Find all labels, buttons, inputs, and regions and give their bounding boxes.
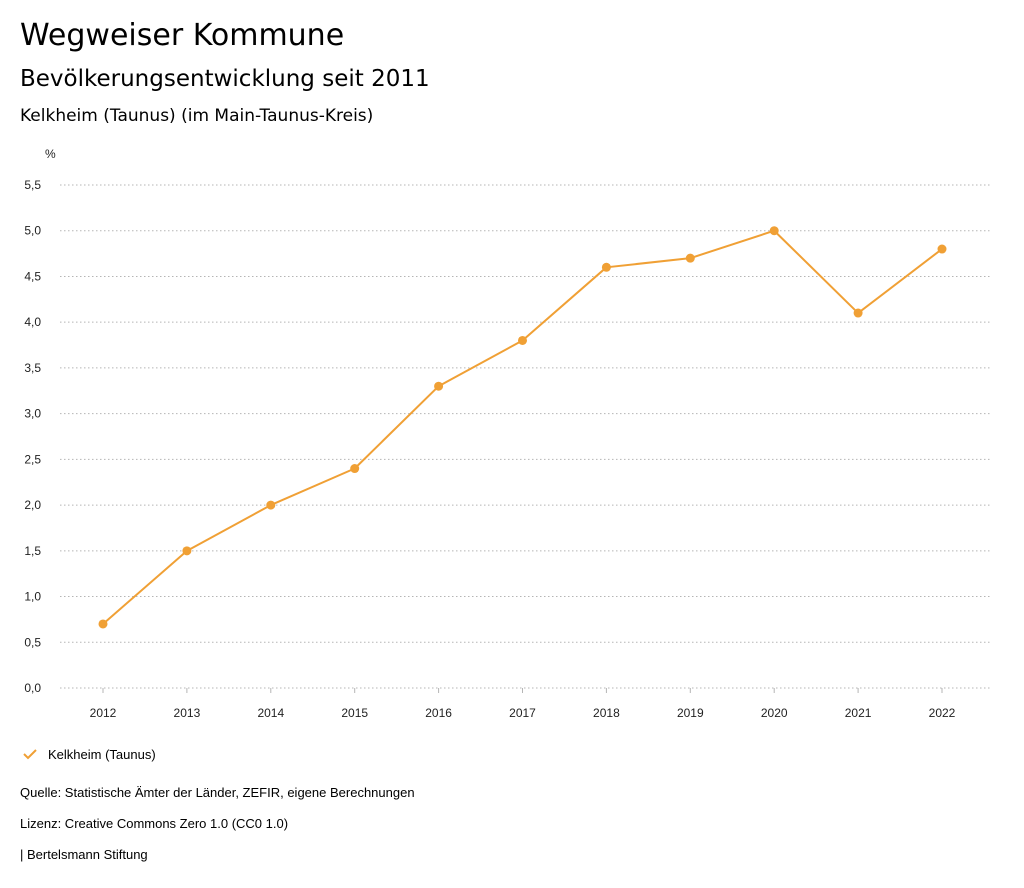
y-tick-label: 5,5 (24, 178, 41, 192)
publisher-note: | Bertelsmann Stiftung (20, 847, 148, 862)
data-point[interactable] (182, 546, 192, 556)
data-point[interactable] (937, 244, 947, 254)
y-tick-label: 2,0 (24, 498, 41, 512)
x-tick-label: 2017 (509, 706, 536, 720)
data-point[interactable] (601, 262, 611, 272)
x-tick-label: 2020 (761, 706, 788, 720)
y-tick-label: 1,5 (24, 544, 41, 558)
y-tick-label: 5,0 (24, 224, 41, 238)
source-note: Quelle: Statistische Ämter der Länder, Z… (20, 785, 415, 800)
y-unit-label: % (45, 147, 56, 161)
data-point[interactable] (518, 335, 527, 345)
license-note: Lizenz: Creative Commons Zero 1.0 (CC0 1… (20, 816, 289, 831)
data-point[interactable] (434, 381, 444, 391)
x-tick-label: 2018 (593, 706, 620, 720)
x-tick-label: 2022 (929, 706, 956, 720)
data-point[interactable] (350, 464, 360, 474)
y-tick-label: 3,5 (24, 361, 41, 375)
x-tick-label: 2015 (341, 706, 368, 720)
y-tick-label: 0,5 (24, 635, 41, 649)
line-chart: % 0,0 0,5 1,0 1,5 2,0 2,5 3,0 3,5 4,0 4,5 5,0 5,5 2… (24, 147, 990, 720)
region-label: Kelkheim (Taunus) (im Main-Taunus-Kreis) (20, 106, 374, 126)
legend-item[interactable]: Kelkheim (Taunus) (22, 744, 156, 764)
y-tick-label: 4,5 (24, 269, 41, 283)
data-point[interactable] (266, 500, 276, 510)
page-title: Wegweiser Kommune (20, 18, 345, 53)
x-tick-label: 2014 (257, 706, 284, 720)
y-tick-label: 0,0 (24, 681, 41, 695)
data-point[interactable] (685, 253, 695, 263)
check-icon (23, 749, 37, 760)
legend-label: Kelkheim (Taunus) (48, 746, 156, 762)
data-point[interactable] (98, 619, 108, 629)
x-tick-label: 2013 (174, 706, 201, 720)
chart-subtitle: Bevölkerungsentwicklung seit 2011 (20, 66, 430, 92)
x-tick-label: 2012 (90, 706, 117, 720)
series-line-kelkheim (102, 229, 943, 625)
data-point[interactable] (769, 226, 779, 236)
y-tick-label: 3,0 (24, 407, 41, 421)
x-tick-label: 2021 (845, 706, 872, 720)
x-tick-label: 2019 (677, 706, 704, 720)
x-tick-label: 2016 (425, 706, 452, 720)
y-tick-label: 4,0 (24, 315, 41, 329)
data-point[interactable] (853, 308, 863, 318)
y-tick-label: 2,5 (24, 452, 41, 466)
y-tick-label: 1,0 (24, 590, 41, 604)
